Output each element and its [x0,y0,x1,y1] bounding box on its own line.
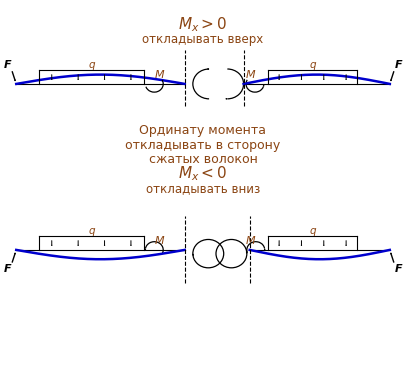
Text: откладывать в сторону: откладывать в сторону [125,139,280,152]
Text: M: M [154,236,164,245]
Text: откладывать вверх: откладывать вверх [142,33,263,46]
Text: сжатых волокон: сжатых волокон [148,153,257,166]
Text: откладывать вниз: откладывать вниз [145,182,260,195]
Text: q: q [309,60,315,70]
Text: q: q [88,226,94,236]
Text: $M_x<0$: $M_x<0$ [178,164,227,183]
Text: M: M [245,236,255,245]
Text: F: F [394,60,401,70]
Text: M: M [154,70,164,79]
Text: M: M [245,70,254,79]
Text: F: F [4,264,11,273]
Text: $M_x>0$: $M_x>0$ [178,15,227,34]
Text: q: q [309,226,315,236]
Text: F: F [394,264,401,273]
Text: F: F [4,60,11,70]
Text: Ординату момента: Ординату момента [139,124,266,137]
Text: q: q [88,60,94,70]
